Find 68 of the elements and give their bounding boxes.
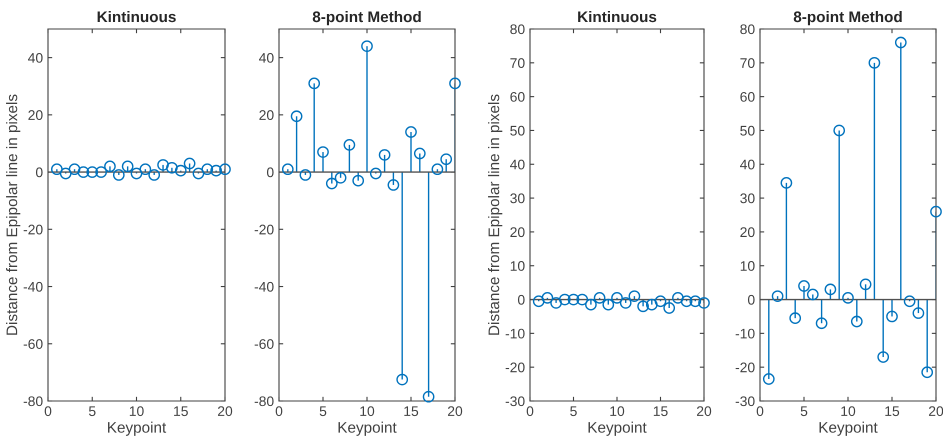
x-axis-title: Keypoint <box>588 422 647 436</box>
x-tick-label: 10 <box>360 406 374 416</box>
chart-title: 8-point Method <box>794 10 902 26</box>
x-tick-label: 15 <box>174 406 188 416</box>
y-tick-label: 30 <box>740 193 755 204</box>
y-tick-label: -40 <box>254 282 274 292</box>
y-tick-label: 60 <box>740 92 755 102</box>
x-axis-title: Keypoint <box>820 422 878 436</box>
x-tick-label: 0 <box>756 406 764 416</box>
x-tick-label: 0 <box>526 406 534 416</box>
y-axis-title: Distance from Epipolar line in pixels <box>488 94 502 335</box>
y-tick-label: -20 <box>506 362 525 372</box>
y-tick-label: -80 <box>24 396 43 406</box>
y-tick-label: 20 <box>740 227 755 238</box>
y-tick-label: 20 <box>28 110 43 120</box>
y-tick-label: -30 <box>506 396 525 406</box>
x-tick-label: 15 <box>885 406 900 416</box>
y-tick-label: -60 <box>254 339 274 349</box>
x-axis-title: Keypoint <box>108 422 166 436</box>
x-tick-label: 10 <box>130 406 144 416</box>
y-axis-title: Distance from Epipolar line in pixels <box>6 94 20 335</box>
y-tick-label: 50 <box>740 126 755 136</box>
x-tick-label: 15 <box>404 406 418 416</box>
y-tick-label: 10 <box>740 261 755 271</box>
x-tick-label: 20 <box>218 406 232 416</box>
y-tick-label: -20 <box>24 224 43 234</box>
y-tick-label: -10 <box>736 328 755 339</box>
x-tick-label: 5 <box>88 406 96 416</box>
y-tick-label: 10 <box>510 261 525 271</box>
y-tick-label: 60 <box>510 92 525 102</box>
y-tick-label: 0 <box>36 167 43 178</box>
chart-title: Kintinuous <box>98 10 176 22</box>
x-tick-label: 10 <box>610 406 624 416</box>
y-tick-label: 20 <box>259 110 274 120</box>
y-tick-label: -40 <box>24 282 43 292</box>
y-tick-label: 70 <box>740 58 755 68</box>
y-tick-label: 40 <box>259 52 274 63</box>
y-tick-label: -10 <box>506 328 525 339</box>
x-tick-label: 5 <box>800 406 808 416</box>
x-tick-label: 20 <box>696 406 712 416</box>
y-tick-label: 20 <box>510 227 525 238</box>
y-tick-label: 70 <box>510 58 525 68</box>
y-tick-label: -80 <box>254 396 274 406</box>
x-tick-label: 0 <box>44 406 52 416</box>
x-tick-label: 20 <box>928 406 943 416</box>
y-tick-label: 40 <box>510 160 525 170</box>
x-tick-label: 5 <box>570 406 577 416</box>
y-tick-label: 40 <box>28 52 43 63</box>
y-tick-label: 50 <box>510 126 525 136</box>
x-tick-label: 10 <box>841 406 856 416</box>
y-tick-label: 80 <box>510 24 525 34</box>
chart-title: Kintinuous <box>578 10 656 22</box>
x-tick-label: 0 <box>276 406 282 416</box>
y-tick-label: -30 <box>736 396 755 406</box>
x-tick-label: 20 <box>448 406 462 416</box>
y-tick-label: 0 <box>518 294 525 305</box>
y-tick-label: 30 <box>510 193 525 204</box>
y-tick-label: 80 <box>740 24 755 34</box>
x-tick-label: 15 <box>654 406 668 416</box>
chart-title: 8-point Method <box>312 10 421 26</box>
y-tick-label: -20 <box>736 362 755 372</box>
y-tick-label: -60 <box>24 339 43 349</box>
y-tick-label: 0 <box>266 167 274 178</box>
x-tick-label: 5 <box>320 406 326 416</box>
y-tick-label: 40 <box>740 160 755 170</box>
y-tick-label: 0 <box>748 294 755 305</box>
x-axis-title: Keypoint <box>338 422 397 436</box>
y-tick-label: -20 <box>254 224 274 234</box>
